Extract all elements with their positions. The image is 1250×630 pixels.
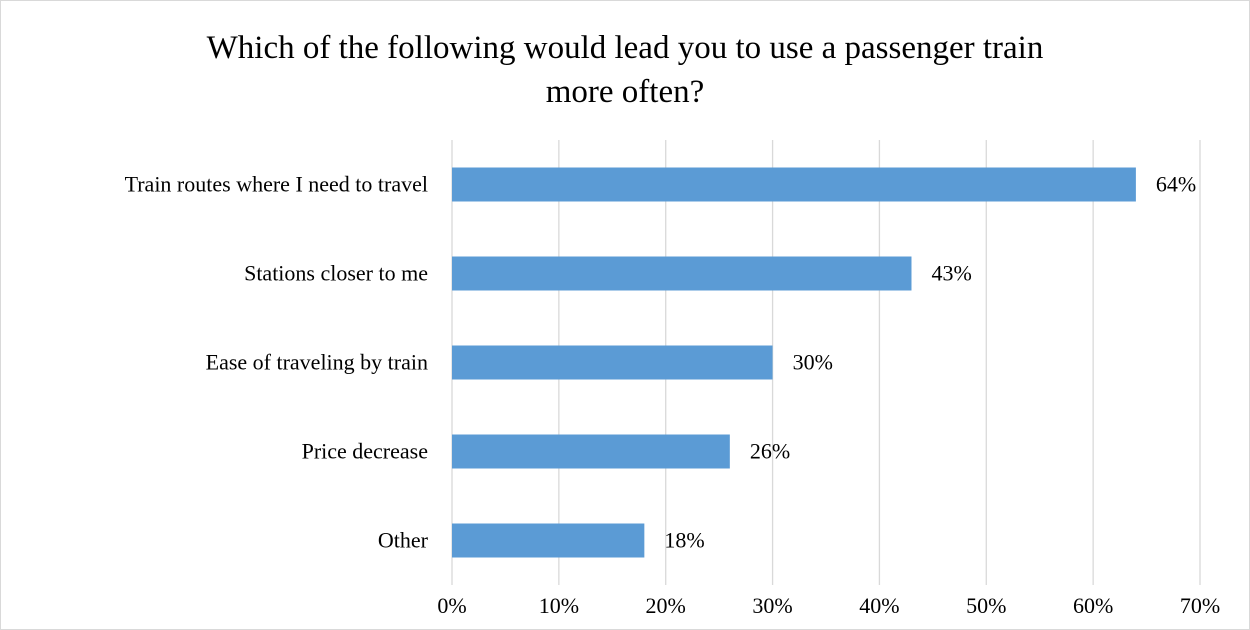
value-labels: 64% 43% 30% 26% 18%: [664, 172, 1196, 553]
x-tick-labels: 0% 10% 20% 30% 40% 50% 60% 70%: [437, 593, 1220, 618]
bar: [452, 167, 1136, 202]
x-tick-label: 0%: [437, 593, 466, 618]
bars: [452, 167, 1136, 558]
x-tick-label: 70%: [1180, 593, 1220, 618]
category-label: Other: [378, 528, 429, 553]
bar: [452, 345, 773, 380]
value-label: 26%: [750, 439, 790, 464]
x-tick-label: 10%: [539, 593, 579, 618]
value-label: 64%: [1156, 172, 1196, 197]
category-labels: Train routes where I need to travel Stati…: [125, 172, 429, 553]
chart-title-line-2: more often?: [545, 74, 705, 110]
bar: [452, 256, 912, 291]
x-tick-label: 20%: [646, 593, 686, 618]
value-label: 43%: [931, 261, 971, 286]
chart-title: Which of the following would lead you to…: [0, 26, 1250, 114]
bar: [452, 434, 730, 469]
chart-title-line-1: Which of the following would lead you to…: [206, 30, 1044, 66]
x-tick-label: 50%: [966, 593, 1006, 618]
value-label: 18%: [664, 528, 704, 553]
bar: [452, 523, 645, 558]
category-label: Train routes where I need to travel: [125, 172, 428, 197]
x-tick-label: 30%: [752, 593, 792, 618]
x-tick-label: 60%: [1073, 593, 1113, 618]
category-label: Stations closer to me: [244, 261, 428, 286]
category-label: Ease of traveling by train: [206, 350, 428, 375]
value-label: 30%: [793, 350, 833, 375]
category-label: Price decrease: [302, 439, 428, 464]
x-tick-label: 40%: [859, 593, 899, 618]
